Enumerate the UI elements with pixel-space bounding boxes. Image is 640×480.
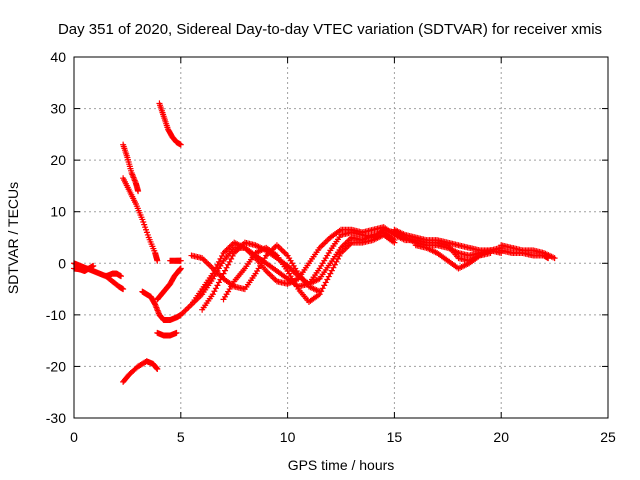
data-point (154, 257, 161, 264)
data-point (177, 257, 184, 264)
data-point (173, 329, 180, 336)
y-tick-label: 10 (50, 204, 66, 220)
series-arc-12 (177, 226, 505, 318)
series-arc-6 (120, 358, 161, 385)
y-tick-label: 0 (58, 255, 66, 271)
series-arc-10 (154, 265, 184, 303)
x-tick-label: 20 (493, 429, 509, 445)
chart-title: Day 351 of 2020, Sidereal Day-to-day VTE… (58, 21, 602, 38)
data-point (177, 141, 184, 148)
series-arc-8 (156, 100, 184, 148)
y-tick-label: -10 (46, 307, 66, 323)
data-point (487, 249, 494, 256)
data-point (135, 188, 142, 195)
grid-lines (74, 57, 608, 418)
data-point (177, 265, 184, 272)
series-arc-4 (120, 141, 142, 195)
series-arc-3 (103, 270, 124, 280)
x-axis-label: GPS time / hours (288, 457, 395, 473)
data-point (117, 273, 124, 280)
x-tick-label: 5 (177, 429, 185, 445)
data-point (391, 239, 398, 246)
data-point (551, 255, 558, 262)
data-area (71, 100, 558, 385)
data-point (154, 366, 161, 373)
y-tick-label: 40 (50, 49, 66, 65)
data-point (153, 365, 160, 372)
x-tick-label: 10 (280, 429, 296, 445)
y-tick-label: -30 (46, 410, 66, 426)
series-line (158, 103, 182, 146)
y-axis-label: SDTVAR / TECUs (5, 182, 21, 294)
series-arc-7 (139, 288, 184, 324)
plot-frame (73, 56, 609, 419)
x-tick-label: 25 (600, 429, 616, 445)
series-arc-16 (220, 231, 398, 305)
data-point (90, 262, 97, 269)
series-line (180, 229, 502, 316)
x-tick-label: 15 (387, 429, 403, 445)
series-arc-11 (167, 257, 184, 264)
y-tick-label: -20 (46, 358, 66, 374)
y-tick-label: 30 (50, 101, 66, 117)
y-tick-label: 20 (50, 152, 66, 168)
series-arc-2 (71, 262, 97, 275)
series-arc-5 (120, 175, 161, 264)
series-arc-20 (498, 247, 552, 262)
axis-ticks: 0 5 10 15 20 25 -30 -20 -10 0 10 20 30 40 (46, 49, 616, 445)
series-arc-9 (154, 329, 180, 339)
series-line (190, 226, 491, 305)
series-arc-18 (412, 242, 494, 272)
x-tick-label: 0 (70, 429, 78, 445)
data-point (120, 286, 127, 293)
data-point (545, 255, 552, 262)
